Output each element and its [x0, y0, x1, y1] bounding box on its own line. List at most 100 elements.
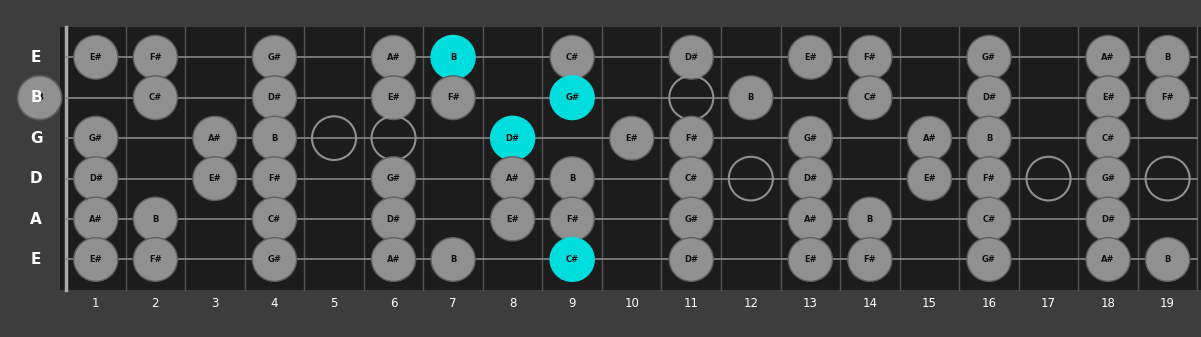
- Ellipse shape: [252, 35, 297, 79]
- Ellipse shape: [967, 197, 1011, 241]
- Ellipse shape: [371, 76, 416, 120]
- Text: B: B: [36, 93, 43, 102]
- Text: A#: A#: [208, 134, 222, 143]
- Ellipse shape: [1086, 116, 1130, 160]
- Text: F#: F#: [685, 134, 698, 143]
- Ellipse shape: [788, 116, 832, 160]
- Text: 5: 5: [330, 297, 337, 310]
- Text: A#: A#: [1101, 255, 1115, 264]
- Ellipse shape: [1086, 76, 1130, 120]
- Ellipse shape: [18, 76, 61, 120]
- Text: C#: C#: [149, 93, 162, 102]
- Ellipse shape: [669, 116, 713, 160]
- Text: G#: G#: [982, 255, 996, 264]
- Text: 9: 9: [568, 297, 576, 310]
- Ellipse shape: [729, 76, 773, 120]
- Ellipse shape: [1086, 35, 1130, 79]
- Text: C#: C#: [685, 174, 698, 183]
- Ellipse shape: [371, 157, 416, 201]
- Text: C#: C#: [566, 53, 579, 62]
- Ellipse shape: [788, 238, 832, 281]
- Ellipse shape: [252, 197, 297, 241]
- Text: E#: E#: [803, 255, 817, 264]
- Text: A#: A#: [803, 215, 817, 223]
- Text: C#: C#: [864, 93, 877, 102]
- Text: G#: G#: [803, 134, 818, 143]
- Text: G#: G#: [1101, 174, 1115, 183]
- Ellipse shape: [550, 238, 594, 281]
- Text: E#: E#: [90, 255, 102, 264]
- Text: G#: G#: [982, 53, 996, 62]
- Ellipse shape: [848, 76, 892, 120]
- Text: 6: 6: [390, 297, 398, 310]
- Text: B: B: [30, 90, 42, 105]
- Text: D#: D#: [268, 93, 281, 102]
- Text: F#: F#: [268, 174, 281, 183]
- Ellipse shape: [669, 197, 713, 241]
- Text: F#: F#: [864, 255, 877, 264]
- Text: B: B: [1165, 53, 1171, 62]
- Text: D#: D#: [982, 93, 996, 102]
- Text: D: D: [30, 171, 42, 186]
- Text: G#: G#: [268, 53, 281, 62]
- FancyBboxPatch shape: [60, 27, 1201, 290]
- Ellipse shape: [490, 157, 534, 201]
- Text: 7: 7: [449, 297, 456, 310]
- Ellipse shape: [848, 197, 892, 241]
- Text: G#: G#: [387, 174, 400, 183]
- Text: B: B: [986, 134, 992, 143]
- Text: C#: C#: [982, 215, 996, 223]
- Ellipse shape: [1146, 238, 1190, 281]
- Ellipse shape: [788, 35, 832, 79]
- Ellipse shape: [788, 197, 832, 241]
- Ellipse shape: [550, 35, 594, 79]
- Ellipse shape: [133, 76, 178, 120]
- Text: D#: D#: [803, 174, 818, 183]
- Text: G: G: [30, 131, 42, 146]
- Text: G#: G#: [566, 93, 579, 102]
- Text: D#: D#: [685, 53, 698, 62]
- Text: E#: E#: [90, 53, 102, 62]
- Ellipse shape: [967, 35, 1011, 79]
- Ellipse shape: [431, 76, 476, 120]
- Text: 13: 13: [803, 297, 818, 310]
- Text: F#: F#: [447, 93, 460, 102]
- Text: G#: G#: [268, 255, 281, 264]
- Text: B: B: [748, 93, 754, 102]
- Ellipse shape: [550, 197, 594, 241]
- Ellipse shape: [73, 197, 118, 241]
- Ellipse shape: [252, 116, 297, 160]
- Ellipse shape: [1146, 76, 1190, 120]
- Ellipse shape: [490, 116, 534, 160]
- Ellipse shape: [133, 238, 178, 281]
- Text: D#: D#: [89, 174, 103, 183]
- Text: 4: 4: [270, 297, 279, 310]
- Text: E#: E#: [924, 174, 936, 183]
- Text: D#: D#: [387, 215, 401, 223]
- Text: A#: A#: [1101, 53, 1115, 62]
- Ellipse shape: [193, 157, 237, 201]
- Text: G#: G#: [89, 134, 103, 143]
- Ellipse shape: [1086, 197, 1130, 241]
- Text: D#: D#: [506, 134, 520, 143]
- Text: E#: E#: [507, 215, 519, 223]
- Ellipse shape: [967, 76, 1011, 120]
- Ellipse shape: [610, 116, 653, 160]
- Text: G#: G#: [685, 215, 698, 223]
- Text: 10: 10: [625, 297, 639, 310]
- Ellipse shape: [550, 76, 594, 120]
- Text: F#: F#: [149, 53, 162, 62]
- Ellipse shape: [371, 197, 416, 241]
- Ellipse shape: [73, 238, 118, 281]
- Ellipse shape: [1146, 35, 1190, 79]
- Ellipse shape: [967, 157, 1011, 201]
- Ellipse shape: [908, 116, 951, 160]
- Text: 15: 15: [922, 297, 937, 310]
- Text: 8: 8: [509, 297, 516, 310]
- Text: F#: F#: [864, 53, 877, 62]
- Ellipse shape: [371, 238, 416, 281]
- Text: B: B: [569, 174, 575, 183]
- Ellipse shape: [669, 35, 713, 79]
- Text: B: B: [1165, 255, 1171, 264]
- Text: B: B: [450, 53, 456, 62]
